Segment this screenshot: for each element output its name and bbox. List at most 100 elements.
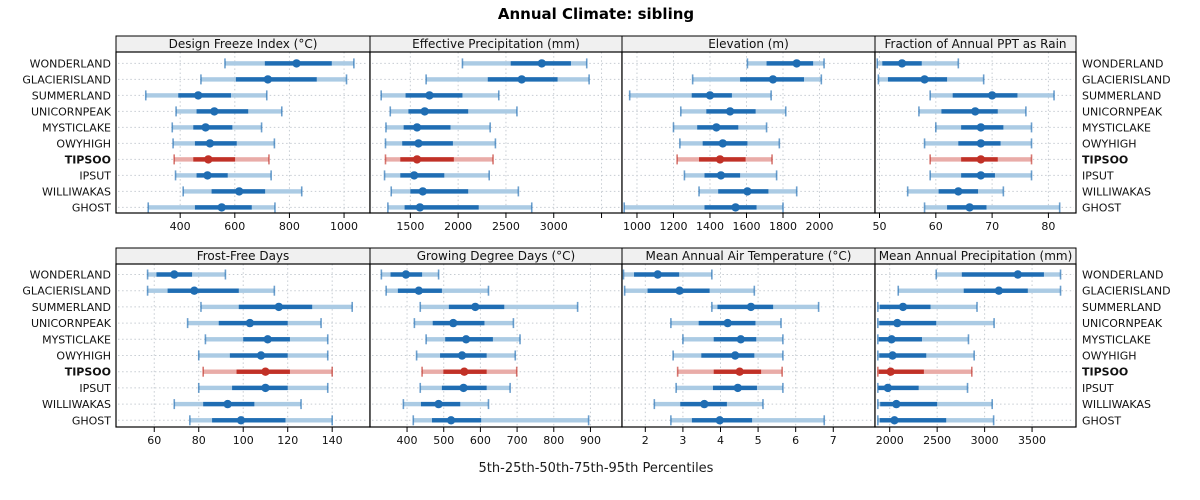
median-dot bbox=[731, 203, 740, 212]
median-dot bbox=[730, 351, 740, 360]
median-dot bbox=[263, 75, 273, 84]
site-label-right: SUMMERLAND bbox=[1082, 301, 1161, 314]
median-dot bbox=[898, 302, 908, 312]
site-label-right: UNICORNPEAK bbox=[1082, 105, 1163, 118]
median-dot bbox=[217, 203, 226, 212]
site-label-left: GLACIERISLAND bbox=[22, 285, 111, 298]
median-dot bbox=[263, 335, 272, 344]
site-label-right: WILLIWAKAS bbox=[1082, 185, 1151, 198]
median-dot bbox=[409, 171, 419, 180]
median-dot bbox=[705, 91, 715, 100]
median-dot bbox=[971, 107, 980, 116]
site-label-left: WILLIWAKAS bbox=[42, 398, 111, 411]
median-dot bbox=[920, 75, 929, 84]
median-dot bbox=[471, 302, 480, 312]
percentile-band-5-95 bbox=[877, 337, 969, 342]
median-dot bbox=[976, 139, 986, 148]
axis-tick-label: 120 bbox=[277, 434, 298, 447]
median-dot bbox=[245, 318, 255, 328]
median-dot bbox=[883, 383, 893, 393]
axis-tick-label: 140 bbox=[322, 434, 343, 447]
median-dot bbox=[768, 75, 778, 84]
median-dot bbox=[712, 123, 721, 132]
axis-tick-label: 1000 bbox=[623, 220, 651, 233]
panel-header-label: Frost-Free Days bbox=[197, 249, 290, 263]
axis-tick-label: 1200 bbox=[659, 220, 687, 233]
median-dot bbox=[700, 399, 709, 409]
percentile-band-25-75 bbox=[887, 77, 948, 82]
site-label-right: OWYHIGH bbox=[1082, 350, 1137, 363]
median-dot bbox=[292, 59, 301, 68]
site-label-right: WILLIWAKAS bbox=[1082, 398, 1151, 411]
percentile-band-25-75 bbox=[879, 418, 947, 423]
median-dot bbox=[887, 335, 896, 344]
site-label-right: GLACIERISLAND bbox=[1082, 285, 1171, 298]
median-dot bbox=[736, 335, 745, 344]
median-dot bbox=[718, 139, 727, 148]
axis-tick-label: 6 bbox=[792, 434, 799, 447]
panel-header-label: Effective Precipitation (mm) bbox=[412, 37, 580, 51]
axis-tick-label: 2500 bbox=[923, 434, 951, 447]
axis-tick-label: 2 bbox=[642, 434, 649, 447]
percentile-band-25-75 bbox=[403, 125, 451, 130]
percentile-band-5-95 bbox=[877, 369, 972, 374]
percentile-band-25-75 bbox=[878, 369, 924, 374]
median-dot bbox=[203, 171, 212, 180]
panel-border bbox=[874, 263, 1077, 428]
percentile-band-25-75 bbox=[400, 173, 445, 178]
axis-tick-label: 50 bbox=[873, 220, 887, 233]
median-dot bbox=[457, 351, 467, 360]
axis-tick-label: 700 bbox=[507, 434, 528, 447]
percentile-band-25-75 bbox=[196, 173, 228, 178]
axis-tick-label: 3000 bbox=[540, 220, 568, 233]
axis-tick-label: 600 bbox=[470, 434, 491, 447]
median-dot bbox=[888, 351, 897, 360]
axis-tick-label: 400 bbox=[397, 434, 418, 447]
median-dot bbox=[205, 139, 215, 148]
panel-background bbox=[116, 52, 370, 213]
axis-tick-label: 5 bbox=[755, 434, 762, 447]
median-dot bbox=[460, 367, 469, 376]
median-dot bbox=[723, 318, 732, 328]
percentile-band-25-75 bbox=[713, 337, 757, 342]
site-label-right: IPSUT bbox=[1082, 169, 1114, 182]
site-label-right: UNICORNPEAK bbox=[1082, 317, 1163, 330]
site-label-left: WONDERLAND bbox=[30, 269, 111, 282]
percentile-band-25-75 bbox=[404, 205, 479, 210]
percentile-band-5-95 bbox=[413, 418, 589, 423]
axis-tick-label: 600 bbox=[224, 220, 245, 233]
median-dot bbox=[994, 286, 1004, 295]
median-dot bbox=[517, 75, 526, 84]
axis-tick-label: 4 bbox=[717, 434, 724, 447]
median-dot bbox=[449, 318, 458, 328]
percentile-band-5-95 bbox=[924, 205, 1060, 210]
site-label-right: IPSUT bbox=[1082, 382, 1114, 395]
axis-tick-label: 900 bbox=[580, 434, 601, 447]
site-label-left: GHOST bbox=[72, 414, 111, 427]
median-dot bbox=[401, 270, 411, 279]
percentile-band-25-75 bbox=[941, 109, 998, 114]
axis-tick-label: 400 bbox=[170, 220, 191, 233]
median-dot bbox=[415, 203, 425, 212]
axis-tick-label: 2000 bbox=[876, 434, 904, 447]
chart-title: Annual Climate: sibling bbox=[497, 5, 695, 23]
axis-tick-label: 60 bbox=[147, 434, 161, 447]
median-dot bbox=[420, 107, 429, 116]
median-dot bbox=[414, 139, 423, 148]
site-label-right: TIPSOO bbox=[1082, 153, 1128, 166]
site-label-left: MYSTICLAKE bbox=[42, 121, 111, 134]
site-label-left: UNICORNPEAK bbox=[31, 317, 112, 330]
site-label-left: IPSUT bbox=[79, 169, 111, 182]
median-dot bbox=[675, 286, 684, 295]
panel-header-label: Mean Annual Precipitation (mm) bbox=[879, 249, 1073, 263]
panel-background bbox=[370, 52, 622, 213]
axis-tick-label: 80 bbox=[1041, 220, 1055, 233]
median-dot bbox=[201, 123, 210, 132]
median-dot bbox=[743, 187, 752, 196]
median-dot bbox=[412, 123, 422, 132]
median-dot bbox=[886, 367, 895, 376]
median-dot bbox=[190, 286, 199, 295]
site-label-left: WONDERLAND bbox=[30, 57, 111, 70]
median-dot bbox=[976, 155, 986, 164]
